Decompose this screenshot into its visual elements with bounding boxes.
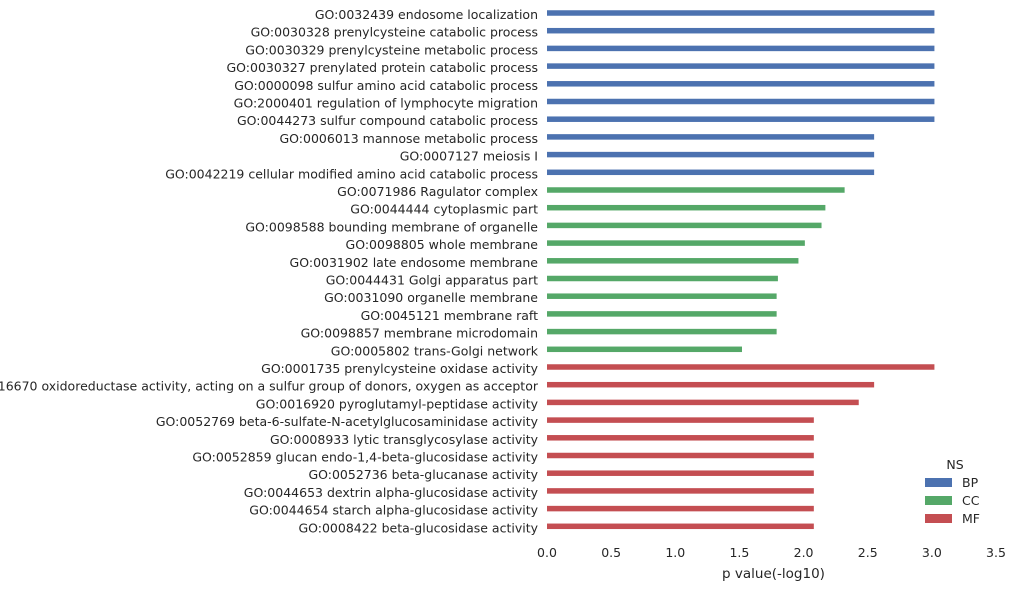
- legend-title: NS: [946, 457, 963, 472]
- bar: [547, 452, 814, 459]
- x-tick-label: 1.0: [665, 545, 685, 560]
- bar: [547, 399, 859, 406]
- bar: [547, 470, 814, 476]
- bar: [547, 381, 875, 388]
- x-axis-ticks: 0.0 0.5 1.0 1.5 2.0 2.5 3.0 3.5: [537, 545, 1006, 560]
- legend-label: MF: [962, 511, 980, 526]
- bar: [547, 364, 935, 370]
- x-tick-label: 3.5: [986, 545, 1006, 560]
- category-label: GO:0052736 beta-glucanase activity: [308, 467, 538, 482]
- bar: [547, 81, 935, 87]
- x-tick-label: 2.5: [858, 545, 878, 560]
- category-label: GO:0031902 late endosome membrane: [290, 255, 539, 270]
- x-tick-label: 2.0: [794, 545, 814, 560]
- x-axis-title: p value(-log10): [722, 566, 825, 582]
- category-label: GO:0044654 starch alpha-glucosidase acti…: [249, 503, 538, 518]
- category-label: GO:0098805 whole membrane: [346, 237, 539, 252]
- bar: [547, 328, 777, 335]
- bar: [547, 523, 814, 530]
- x-tick-label: 0.0: [537, 545, 557, 560]
- legend: NS BP CC MF: [925, 457, 980, 526]
- category-label: GO:0071986 Ragulator complex: [337, 184, 538, 199]
- bar: [547, 27, 935, 34]
- bar: [547, 204, 826, 211]
- legend-label: CC: [962, 493, 980, 508]
- bar: [547, 63, 935, 69]
- category-label: GO:0030328 prenylcysteine catabolic proc…: [251, 25, 538, 40]
- category-label: GO:0016920 pyroglutamyl-peptidase activi…: [256, 396, 539, 411]
- bar: [547, 505, 814, 512]
- category-label: GO:0044273 sulfur compound catabolic pro…: [237, 113, 538, 128]
- legend-label: BP: [962, 475, 979, 490]
- bar: [547, 275, 778, 282]
- bar: [547, 293, 777, 299]
- category-label: GO:0044444 cytoplasmic part: [350, 202, 538, 217]
- category-labels: GO:0032439 endosome localization GO:00303…: [0, 7, 539, 535]
- category-label: GO:0045121 membrane raft: [361, 308, 539, 323]
- x-tick-label: 3.0: [922, 545, 942, 560]
- category-label: GO:0008422 beta-glucosidase activity: [298, 520, 538, 535]
- legend-swatch: [925, 514, 952, 523]
- category-label: GO:0032439 endosome localization: [315, 7, 538, 22]
- category-label: GO:0098857 membrane microdomain: [301, 326, 538, 341]
- bar: [547, 240, 805, 246]
- x-tick-label: 1.5: [729, 545, 749, 560]
- bar: [547, 45, 935, 52]
- bar: [547, 116, 935, 122]
- category-label: GO:0005802 trans-Golgi network: [331, 343, 539, 358]
- bar: [547, 169, 875, 176]
- category-label: GO:0052859 glucan endo-1,4-beta-glucosid…: [192, 450, 538, 465]
- category-label: GO:0006013 mannose metabolic process: [279, 131, 538, 146]
- x-tick-label: 0.5: [601, 545, 621, 560]
- bar: [547, 98, 935, 105]
- category-label: GO:0030329 prenylcysteine metabolic proc…: [245, 42, 538, 57]
- category-label: GO:0007127 meiosis I: [400, 149, 538, 164]
- category-label: GO:0030327 prenylated protein catabolic …: [226, 60, 538, 75]
- bar: [547, 435, 814, 441]
- category-label: GO:0000098 sulfur amino acid catabolic p…: [234, 78, 538, 93]
- bar: [547, 258, 799, 264]
- bar: [547, 222, 822, 229]
- bar: [547, 151, 875, 158]
- category-label: GO:0044431 Golgi apparatus part: [326, 273, 538, 288]
- category-label: GO:0016670 oxidoreductase activity, acti…: [0, 379, 539, 394]
- legend-swatch: [925, 496, 952, 505]
- category-label: GO:0098588 bounding membrane of organell…: [245, 219, 538, 234]
- category-label: GO:0031090 organelle membrane: [324, 290, 538, 305]
- bar: [547, 134, 875, 140]
- legend-swatch: [925, 478, 952, 487]
- bar: [547, 187, 845, 193]
- category-label: GO:0008933 lytic transglycosylase activi…: [270, 432, 539, 447]
- bar: [547, 488, 814, 494]
- bar: [547, 346, 742, 353]
- category-label: GO:2000401 regulation of lymphocyte migr…: [234, 96, 538, 111]
- bar: [547, 10, 935, 16]
- category-label: GO:0052769 beta-6-sulfate-N-acetylglucos…: [156, 414, 539, 429]
- category-label: GO:0044653 dextrin alpha-glucosidase act…: [244, 485, 539, 500]
- bars-layer: [547, 10, 935, 530]
- bar: [547, 311, 777, 317]
- category-label: GO:0001735 prenylcysteine oxidase activi…: [261, 361, 538, 376]
- bar: [547, 417, 814, 423]
- category-label: GO:0042219 cellular modified amino acid …: [165, 166, 538, 181]
